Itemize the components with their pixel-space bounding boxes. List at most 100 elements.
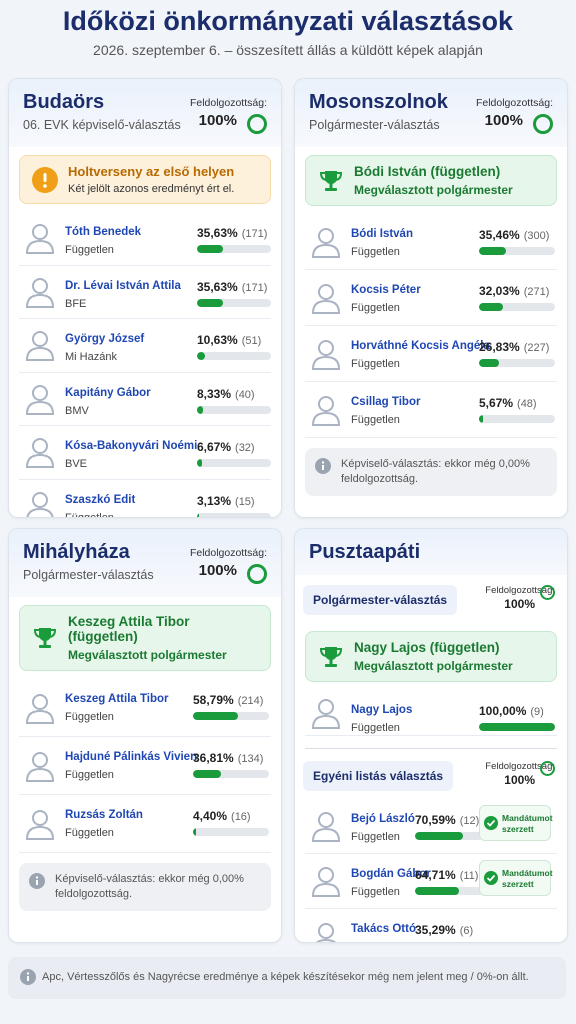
- info-icon: [315, 458, 331, 474]
- winner-box: Keszeg Attila Tibor (független) Megválasz…: [19, 605, 271, 671]
- percent-bar: [193, 770, 221, 778]
- candidate-percent: 35,46% (300): [479, 228, 550, 242]
- candidate-percent: 32,03% (271): [479, 284, 550, 298]
- bar-track: [197, 512, 271, 517]
- candidate-votes: (16): [231, 811, 251, 823]
- tie-title: Holtverseny az első helyen: [68, 164, 235, 179]
- candidate-party: Független: [351, 358, 400, 370]
- district-name: Mosonszolnok: [309, 91, 448, 113]
- trophy-icon: [319, 646, 343, 667]
- card-header: Pusztaapáti: [295, 529, 567, 575]
- bar-track: [193, 770, 269, 778]
- info-icon: [29, 873, 45, 889]
- avatar-icon: [311, 283, 341, 314]
- candidate-party: Független: [351, 414, 400, 426]
- avatar-icon: [25, 277, 55, 308]
- candidate-percent: 8,33% (40): [197, 386, 255, 401]
- candidate-row: Keszeg Attila Tibor Független 58,79% (214): [19, 679, 271, 737]
- candidate-votes: (12): [459, 815, 480, 827]
- candidate-party: Független: [351, 302, 400, 314]
- candidate-votes: (15): [235, 495, 255, 508]
- candidate-votes: (214): [237, 695, 264, 707]
- processed-status: Feldolgozottság: 100%: [476, 97, 553, 134]
- processed-label: Feldolgozottság:: [189, 547, 267, 559]
- avatar-icon: [25, 438, 55, 469]
- candidate-row: Bódi István Független 35,46% (300): [305, 214, 557, 270]
- percent-bar: [415, 942, 439, 943]
- percent-bar: [479, 359, 500, 367]
- bar-track: [479, 415, 555, 423]
- candidate-row: Bejó László Független 70,59% (12) Mandátumot…: [305, 799, 557, 854]
- card-header: Mihályháza Polgármester-választás Feldolgo…: [9, 529, 281, 597]
- processed-ring: [540, 585, 555, 600]
- candidate-party: Független: [351, 246, 400, 258]
- footer-text: Apc, Vértesszőlős és Nagyrécse eredménye…: [42, 971, 529, 983]
- candidate-name: Kapitány Gábor: [65, 386, 151, 399]
- election-type: Polgármester-választás: [23, 568, 154, 582]
- winner-title: Keszeg Attila Tibor (független): [68, 614, 190, 644]
- tie-notice: Holtverseny az első helyen Két jelölt azo…: [19, 155, 271, 204]
- candidate-name: Bódi István: [351, 228, 413, 240]
- winner-title: Nagy Lajos (független): [354, 640, 500, 655]
- bar-track: [479, 723, 555, 731]
- candidate-row: Kapitány Gábor BMV 8,33% (40): [19, 373, 271, 426]
- candidate-name: Szaszkó Edit: [65, 493, 136, 506]
- candidate-name: Csillag Tibor: [351, 396, 421, 408]
- processed-status: Feldolgozottság: 100%: [485, 761, 555, 787]
- district-card: Budaörs 06. EVK képviselő-választás Feldol…: [8, 78, 282, 518]
- processed-status: Feldolgozottság: 100%: [190, 97, 267, 134]
- avatar-icon: [25, 224, 55, 255]
- tie-text: Két jelölt azonos eredményt ért el.: [68, 183, 235, 195]
- candidate-name: Hajduné Pálinkás Vivien: [65, 751, 198, 763]
- percent-bar: [415, 887, 459, 895]
- avatar-icon: [311, 339, 341, 370]
- candidate-name: Bogdán Gábor: [351, 868, 431, 880]
- candidate-votes: (32): [235, 442, 255, 454]
- winner-text: Megválasztott polgármester: [68, 648, 227, 662]
- candidate-row: Ruzsás Zoltán Független 4,40% (16): [19, 795, 271, 853]
- processed-label: Feldolgozottság:: [485, 585, 555, 596]
- candidate-row: Hajduné Pálinkás Vivien Független 36,81% (1…: [19, 737, 271, 795]
- avatar-icon: [25, 809, 55, 840]
- candidate-party: Független: [65, 511, 114, 518]
- card-header: Budaörs 06. EVK képviselő-választás Feldol…: [9, 79, 281, 147]
- percent-bar: [197, 245, 224, 253]
- note-text: Képviselő-választás: ekkor még 0,00% fel…: [55, 873, 244, 900]
- page-title: Időközi önkormányzati választások: [62, 6, 514, 36]
- candidate-party: Független: [65, 711, 114, 723]
- candidate-votes: (300): [523, 230, 550, 242]
- candidate-percent: 6,67% (32): [197, 440, 255, 454]
- note-box: Képviselő-választás: ekkor még 0,00% fel…: [305, 448, 557, 496]
- district-card: Pusztaapáti Polgármester-választás Feldolg…: [294, 528, 568, 943]
- info-icon: [20, 969, 36, 985]
- percent-bar: [479, 303, 504, 311]
- avatar-icon: [25, 331, 55, 362]
- percent-bar: [197, 405, 204, 414]
- candidate-party: BFE: [65, 297, 87, 310]
- candidate-name: Nagy Lajos: [351, 704, 413, 716]
- bar-track: [197, 352, 271, 360]
- processed-ring: [540, 761, 555, 776]
- winner-box: Bódi István (független) Megválasztott pol…: [305, 155, 557, 206]
- candidate-party: BVE: [65, 458, 88, 470]
- percent-bar: [197, 298, 224, 307]
- bar-track: [197, 298, 271, 307]
- percent-bar: [415, 832, 463, 840]
- warning-icon: [32, 166, 58, 193]
- avatar-icon: [311, 812, 341, 842]
- candidate-row: György József Mi Hazánk 10,63% (51): [19, 319, 271, 373]
- processed-value: 100%: [198, 112, 237, 129]
- avatar-icon: [25, 751, 55, 782]
- candidate-row: Takács Ottó Független 35,29%(6): [305, 909, 557, 943]
- candidate-name: Takács Ottó: [351, 923, 416, 935]
- section-title: Polgármester-választás: [303, 585, 458, 615]
- candidate-percent: 26,83% (227): [479, 340, 550, 354]
- candidate-party: Mi Hazánk: [65, 351, 117, 363]
- candidate-name: György József: [65, 333, 145, 345]
- percent-bar: [193, 712, 238, 720]
- avatar-icon: [25, 693, 55, 724]
- candidate-name: Tóth Benedek: [65, 226, 142, 238]
- candidate-votes: (171): [241, 228, 268, 240]
- candidate-percent: 5,67% (48): [479, 396, 537, 410]
